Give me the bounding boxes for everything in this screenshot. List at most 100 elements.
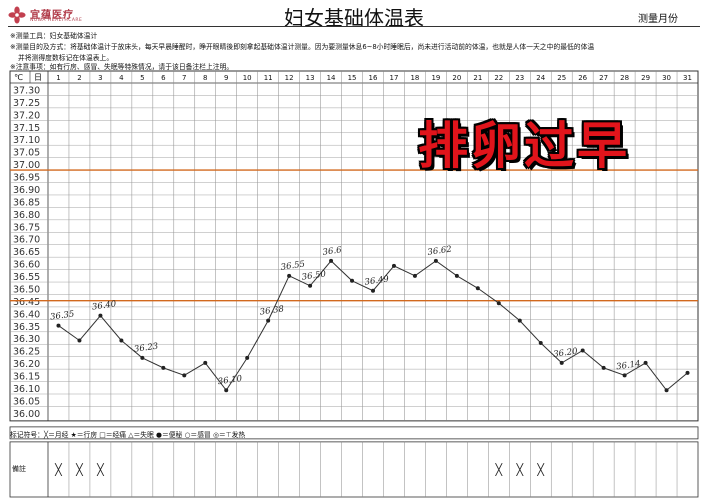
temperature-point-day-13 (308, 283, 313, 288)
day-header-3: 3 (98, 74, 102, 82)
y-tick-36.45: 36.45 (13, 297, 40, 308)
y-tick-36.90: 36.90 (13, 185, 40, 196)
month-label: 测量月份 (638, 14, 678, 25)
y-tick-36.15: 36.15 (13, 372, 40, 383)
remarks-frame (9, 441, 699, 498)
day-header-26: 26 (578, 74, 587, 82)
note-tool: ※测量工具：妇女基础体温计 (10, 32, 98, 40)
title-divider (8, 26, 700, 27)
remark-mark-day-3: ╳ (96, 462, 105, 476)
temperature-point-day-8 (203, 360, 208, 365)
remark-mark-day-1: ╳ (54, 462, 63, 476)
legend-frame (9, 426, 699, 440)
temperature-point-day-17 (391, 263, 396, 268)
day-header-2: 2 (77, 74, 81, 82)
y-tick-36.25: 36.25 (13, 347, 40, 358)
temperature-point-day-21 (475, 286, 480, 291)
value-annotation-day-1: 36.35 (50, 309, 75, 322)
value-annotation-day-11: 36.38 (259, 304, 285, 317)
temperature-point-day-26 (580, 348, 585, 353)
value-annotation-day-28: 36.14 (616, 359, 641, 372)
temperature-point-day-6 (161, 365, 166, 370)
day-header-9: 9 (224, 74, 228, 82)
y-tick-36.00: 36.00 (13, 409, 40, 420)
corner-unit-label: ℃ (14, 73, 23, 82)
day-header-1: 1 (56, 74, 60, 82)
remark-mark-day-24: ╳ (536, 462, 545, 476)
day-header-6: 6 (161, 74, 166, 82)
day-header-15: 15 (348, 74, 357, 82)
day-header-5: 5 (140, 74, 144, 82)
note-method-cont: 并将测得度数标记在体温表上。 (18, 54, 114, 62)
remarks-label: 備註 (12, 465, 26, 474)
value-annotation-day-16: 36.49 (364, 274, 390, 287)
brand-name-en: NUWA HEALTHCARE (30, 18, 83, 23)
value-annotation-day-13: 36.50 (301, 269, 327, 282)
y-tick-37.20: 37.20 (13, 110, 40, 121)
day-header-8: 8 (203, 74, 207, 82)
temperature-point-day-30 (664, 388, 669, 393)
value-annotation-day-25: 36.20 (553, 346, 579, 359)
value-annotation-day-9: 36.10 (217, 374, 243, 387)
day-header-13: 13 (306, 74, 315, 82)
temperature-point-day-5 (140, 355, 145, 360)
y-tick-36.30: 36.30 (13, 334, 40, 345)
y-tick-37.05: 37.05 (13, 148, 40, 159)
day-header-18: 18 (410, 74, 419, 82)
temperature-point-day-14 (329, 258, 334, 263)
temperature-point-day-27 (601, 365, 606, 370)
day-header-17: 17 (390, 74, 399, 82)
day-header-20: 20 (452, 74, 461, 82)
remark-mark-day-22: ╳ (494, 462, 503, 476)
remark-mark-day-2: ╳ (75, 462, 84, 476)
y-tick-36.65: 36.65 (13, 247, 40, 258)
temperature-point-day-4 (119, 338, 124, 343)
ovulation-early-stamp: 排卵过早 (418, 117, 630, 175)
day-header-30: 30 (662, 74, 671, 82)
day-header-11: 11 (264, 74, 273, 82)
temperature-point-day-7 (182, 373, 187, 378)
y-tick-37.25: 37.25 (13, 98, 40, 109)
day-header-21: 21 (473, 74, 482, 82)
day-header-28: 28 (620, 74, 629, 82)
day-header-22: 22 (494, 74, 503, 82)
day-header-7: 7 (182, 74, 186, 82)
y-tick-36.95: 36.95 (13, 173, 40, 184)
value-annotation-day-14: 36.6 (322, 245, 343, 258)
y-tick-37.30: 37.30 (13, 85, 40, 96)
day-header-31: 31 (683, 74, 692, 82)
temperature-point-day-25 (559, 360, 564, 365)
y-tick-36.75: 36.75 (13, 222, 40, 233)
y-tick-36.85: 36.85 (13, 197, 40, 208)
temperature-point-day-2 (77, 338, 82, 343)
temperature-point-day-28 (622, 373, 627, 378)
y-tick-36.80: 36.80 (13, 210, 40, 221)
temperature-point-day-18 (412, 273, 417, 278)
y-tick-37.10: 37.10 (13, 135, 40, 146)
y-tick-36.10: 36.10 (13, 384, 40, 395)
temperature-point-day-19 (433, 258, 438, 263)
day-header-12: 12 (285, 74, 294, 82)
temperature-point-day-10 (245, 355, 250, 360)
legend-symbols: 标记符号：╳＝月经 ★＝行房 □＝经痛 △＝失眠 ●＝便秘 ○＝感冒 ◎＝⊤发热 (10, 430, 246, 439)
temperature-point-day-29 (643, 360, 648, 365)
temperature-point-day-20 (454, 273, 459, 278)
temperature-point-day-23 (517, 318, 522, 323)
y-tick-36.05: 36.05 (13, 396, 40, 407)
y-tick-37.15: 37.15 (13, 123, 40, 134)
corner-day-label: 日 (34, 73, 42, 82)
brand-logo: 宜蕴医疗 NUWA HEALTHCARE (8, 4, 118, 26)
temperature-point-day-22 (496, 301, 501, 306)
temperature-point-day-15 (350, 278, 355, 283)
day-header-24: 24 (536, 74, 545, 82)
temperature-point-day-24 (538, 340, 543, 345)
note-attention: ※注意事项：如有行房、感冒、失眠等特殊情况，请于该日备注栏上注明。 (10, 63, 234, 71)
value-annotation-day-5: 36.23 (133, 342, 158, 355)
y-tick-37.00: 37.00 (13, 160, 40, 171)
temperature-point-day-1 (56, 323, 61, 328)
day-header-25: 25 (557, 74, 566, 82)
temperature-point-day-12 (287, 273, 292, 278)
day-header-19: 19 (431, 74, 440, 82)
